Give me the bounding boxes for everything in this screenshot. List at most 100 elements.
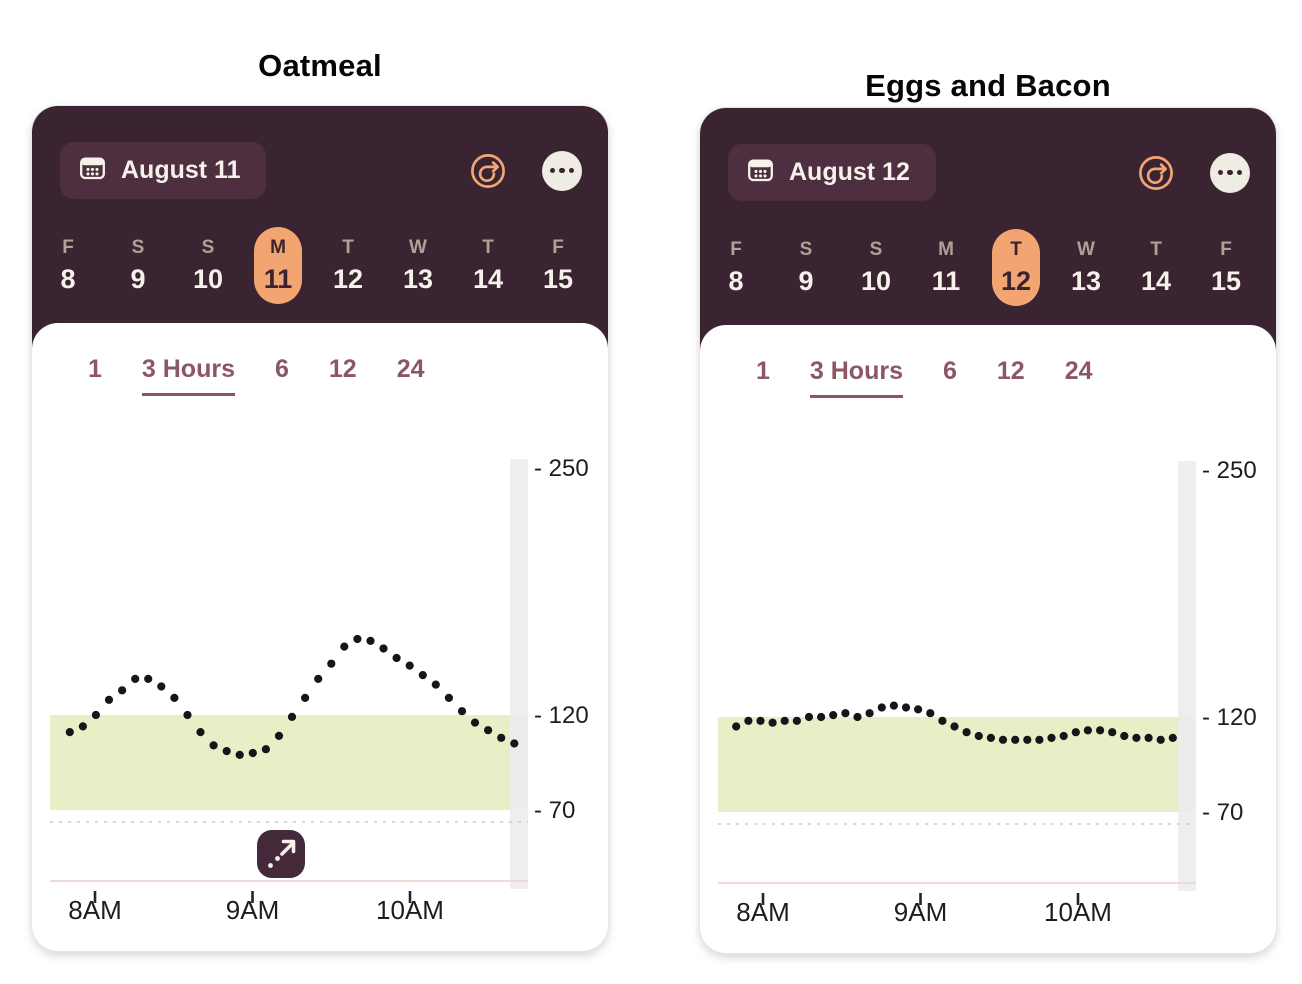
- day-number: 13: [1070, 265, 1102, 296]
- day-number: 11: [263, 263, 293, 294]
- glucose-card: August 11 F 8 S 9 S 10 M 11 T 12 W 13 T 14 F 15: [32, 106, 608, 951]
- day-item-15[interactable]: F 15: [1202, 229, 1250, 306]
- expand-button[interactable]: [257, 830, 305, 878]
- day-number: 11: [931, 265, 961, 296]
- y-tick-label: - 70: [534, 797, 575, 824]
- y-tick-label: - 250: [534, 455, 589, 482]
- target-range-band: [718, 717, 1196, 812]
- glucose-chart[interactable]: 8AM 9AM 10AM - 250 - 120 - 70: [32, 403, 608, 951]
- x-tick-label: 8AM: [68, 895, 121, 925]
- day-item-13[interactable]: W 13: [1062, 229, 1110, 306]
- date-label: August 12: [789, 158, 910, 186]
- range-tab-1[interactable]: 1: [756, 357, 770, 385]
- day-letter: F: [552, 236, 564, 258]
- day-letter: F: [62, 236, 74, 258]
- day-number: 12: [332, 263, 364, 294]
- header-actions: [1134, 151, 1250, 195]
- day-item-12[interactable]: T 12: [992, 229, 1040, 306]
- day-item-12[interactable]: T 12: [324, 227, 372, 304]
- day-letter: F: [730, 238, 742, 260]
- day-number: 10: [860, 265, 892, 296]
- ellipsis-icon: [549, 167, 575, 174]
- time-scrub-bar: [510, 459, 528, 889]
- range-tabs: 1 3 Hours 6 12 24: [32, 323, 608, 396]
- day-item-13[interactable]: W 13: [394, 227, 442, 304]
- panel-eggs-and-bacon: Eggs and Bacon August 12: [700, 0, 1276, 984]
- page-title: Oatmeal: [258, 47, 382, 83]
- redo-circle-icon: [466, 153, 510, 196]
- time-scrub-bar: [1178, 461, 1196, 891]
- day-number: 8: [60, 263, 76, 294]
- x-tick-label: 8AM: [736, 897, 789, 927]
- calendar-icon: [747, 156, 774, 190]
- day-number: 10: [192, 263, 224, 294]
- day-item-11[interactable]: M 11: [922, 229, 970, 306]
- range-tab-12[interactable]: 12: [996, 357, 1025, 385]
- glucose-dots: [732, 701, 1177, 744]
- refresh-button[interactable]: [466, 149, 510, 193]
- day-letter: W: [409, 236, 427, 258]
- range-tab-6[interactable]: 6: [943, 357, 957, 385]
- day-letter: F: [1220, 238, 1232, 260]
- target-range-band: [50, 715, 528, 810]
- card-body: 1 3 Hours 6 12 24 8AM 9AM 10AM - 250 - 120 - 70: [700, 325, 1276, 953]
- day-number: 13: [402, 263, 434, 294]
- range-tab-12[interactable]: 12: [328, 355, 357, 383]
- day-number: 14: [1140, 265, 1172, 296]
- day-letter: M: [938, 238, 954, 260]
- card-body: 1 3 Hours 6 12 24 8AM 9AM 10AM - 250 - 120 - 70: [32, 323, 608, 951]
- y-tick-label: - 250: [1202, 457, 1257, 484]
- date-picker-button[interactable]: August 11: [60, 142, 267, 199]
- more-options-button[interactable]: [542, 150, 582, 191]
- y-tick-label: - 120: [1202, 704, 1257, 731]
- header-row: August 12: [728, 144, 1250, 201]
- range-tab-1[interactable]: 1: [88, 355, 102, 383]
- card-header: August 11 F 8 S 9 S 10 M 11 T 12 W 13 T 14 F 15: [32, 106, 608, 349]
- day-number: 12: [1000, 265, 1032, 296]
- date-picker-button[interactable]: August 12: [728, 144, 936, 201]
- day-number: 8: [728, 265, 744, 296]
- glucose-chart[interactable]: 8AM 9AM 10AM - 250 - 120 - 70: [700, 405, 1276, 953]
- x-tick-label: 10AM: [1044, 897, 1112, 927]
- day-letter: S: [131, 236, 145, 258]
- x-tick-label: 10AM: [376, 895, 444, 925]
- range-tab-3-hours[interactable]: 3 Hours: [809, 357, 903, 398]
- x-tick-label: 9AM: [894, 897, 947, 927]
- card-header: August 12 F 8 S 9 S 10 M 11 T 12 W 13 T 14 F 15: [700, 108, 1276, 351]
- day-row: F 8 S 9 S 10 M 11 T 12 W 13 T 14 F 15: [700, 229, 1276, 306]
- day-number: 9: [798, 265, 814, 296]
- day-item-10[interactable]: S 10: [184, 227, 232, 304]
- more-options-button[interactable]: [1210, 152, 1250, 193]
- range-tab-6[interactable]: 6: [275, 355, 289, 383]
- day-item-11[interactable]: M 11: [254, 227, 302, 304]
- panel-oatmeal: Oatmeal August 11: [32, 0, 608, 984]
- range-tab-3-hours[interactable]: 3 Hours: [141, 355, 235, 396]
- day-number: 14: [472, 263, 504, 294]
- range-tab-24[interactable]: 24: [396, 355, 425, 383]
- day-item-15[interactable]: F 15: [534, 227, 582, 304]
- header-row: August 11: [60, 142, 582, 199]
- expand-arrow-icon: [268, 863, 273, 868]
- day-item-10[interactable]: S 10: [852, 229, 900, 306]
- day-letter: S: [201, 236, 215, 258]
- day-letter: T: [342, 236, 354, 258]
- day-letter: S: [869, 238, 883, 260]
- day-letter: T: [482, 236, 494, 258]
- y-tick-label: - 70: [1202, 799, 1243, 826]
- range-tab-24[interactable]: 24: [1064, 357, 1093, 385]
- day-letter: T: [1150, 238, 1162, 260]
- y-tick-label: - 120: [534, 702, 589, 729]
- day-letter: S: [799, 238, 813, 260]
- day-item-14[interactable]: T 14: [1132, 229, 1180, 306]
- refresh-button[interactable]: [1134, 151, 1178, 195]
- day-item-14[interactable]: T 14: [464, 227, 512, 304]
- day-letter: W: [1077, 238, 1095, 260]
- page-title: Eggs and Bacon: [865, 67, 1111, 103]
- day-row: F 8 S 9 S 10 M 11 T 12 W 13 T 14 F 15: [32, 227, 608, 304]
- day-letter: T: [1010, 238, 1022, 260]
